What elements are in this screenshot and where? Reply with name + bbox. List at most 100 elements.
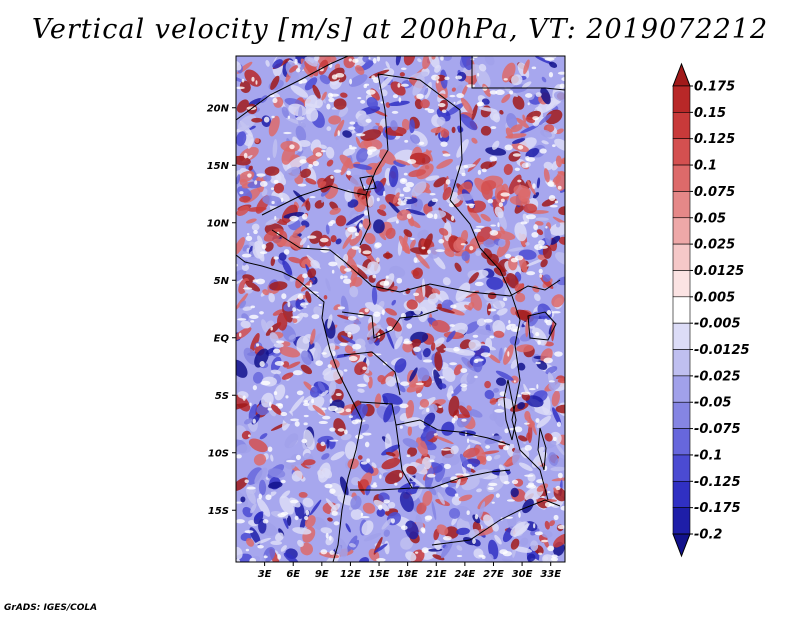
field-patch: [307, 245, 310, 249]
field-patch: [291, 470, 303, 482]
colorbar-label: 0.075: [694, 185, 735, 200]
field-patch: [289, 396, 305, 413]
field-patch: [408, 169, 426, 178]
field-patch: [300, 302, 309, 306]
field-patch: [356, 419, 366, 423]
field-patch: [559, 83, 565, 89]
field-patch: [555, 222, 561, 228]
lon-tick-label: 9E: [315, 569, 329, 580]
field-patch: [335, 72, 345, 78]
field-patch: [345, 523, 351, 533]
field-patch: [237, 114, 257, 131]
field-patch: [367, 324, 381, 338]
field-patch: [460, 97, 473, 115]
field-patch: [400, 525, 408, 531]
field-patch: [236, 501, 243, 504]
field-patch: [551, 554, 558, 559]
field-patch: [530, 540, 539, 552]
field-patch: [518, 462, 533, 472]
field-patch: [520, 537, 529, 546]
field-patch: [253, 511, 264, 520]
field-patch: [558, 206, 565, 216]
field-patch: [439, 383, 447, 389]
field-patch: [377, 209, 387, 217]
field-patch: [276, 340, 285, 344]
field-patch: [287, 115, 291, 119]
field-patch: [448, 395, 460, 417]
border-north-2: [359, 73, 389, 246]
colorbar-segment: [672, 191, 691, 219]
colorbar-label: 0.1: [694, 159, 717, 174]
field-patch: [236, 444, 252, 454]
field-patch: [345, 213, 365, 226]
field-patch: [273, 179, 279, 184]
field-patch: [490, 126, 497, 130]
field-patch: [416, 392, 423, 398]
field-patch: [523, 203, 538, 214]
field-patch: [244, 530, 254, 534]
field-patch: [355, 133, 366, 137]
field-patch: [470, 58, 475, 61]
field-patch: [254, 137, 260, 144]
field-patch: [357, 383, 367, 387]
field-patch: [427, 246, 440, 259]
field-patch: [394, 482, 398, 486]
field-patch: [248, 438, 268, 453]
field-patch: [485, 445, 491, 449]
field-patch: [357, 388, 365, 393]
lon-tick-label: 21E: [426, 569, 447, 580]
field-patch: [349, 229, 363, 246]
field-patch: [330, 503, 341, 513]
field-patch: [327, 364, 333, 369]
field-patch: [456, 93, 464, 99]
field-patch: [241, 253, 252, 258]
field-patch: [323, 295, 328, 300]
field-patch: [247, 138, 254, 149]
field-patch: [454, 262, 462, 272]
field-patch: [473, 228, 482, 233]
field-patch: [383, 252, 393, 259]
field-patch: [251, 76, 255, 82]
field-patch: [534, 531, 543, 536]
field-patch: [331, 510, 338, 516]
field-patch: [464, 321, 480, 334]
field-patch: [329, 439, 339, 442]
field-patch: [449, 324, 455, 327]
border-east-1: [471, 56, 565, 91]
field-patch: [378, 504, 383, 511]
field-patch: [392, 192, 400, 204]
field-patch: [539, 273, 543, 278]
field-patch: [423, 412, 436, 427]
field-patch: [334, 119, 345, 137]
field-patch: [239, 195, 251, 203]
field-patch: [400, 83, 409, 87]
field-patch: [549, 61, 558, 68]
field-patch: [415, 253, 430, 269]
lon-tick-label: 3E: [258, 569, 272, 580]
field-patch: [371, 484, 378, 488]
field-patch: [445, 103, 464, 117]
field-patch: [272, 97, 278, 104]
field-patch: [538, 239, 545, 246]
field-patch: [277, 403, 284, 409]
field-patch: [533, 293, 541, 302]
field-patch: [541, 530, 553, 538]
field-patch: [421, 528, 426, 534]
field-patch: [383, 403, 394, 423]
field-patch: [427, 293, 439, 305]
field-patch: [535, 217, 549, 221]
field-patch: [299, 237, 307, 246]
field-patch: [441, 453, 460, 466]
field-patch: [329, 398, 333, 404]
field-patch: [318, 304, 322, 307]
field-patch: [243, 152, 248, 159]
field-patch: [436, 158, 453, 169]
field-patch: [532, 192, 540, 199]
field-patch: [533, 224, 539, 231]
field-patch: [236, 519, 245, 524]
field-patch: [309, 386, 321, 398]
field-patch: [510, 359, 519, 369]
field-patch: [254, 348, 269, 368]
field-patch: [548, 380, 555, 383]
field-patch: [454, 493, 459, 497]
